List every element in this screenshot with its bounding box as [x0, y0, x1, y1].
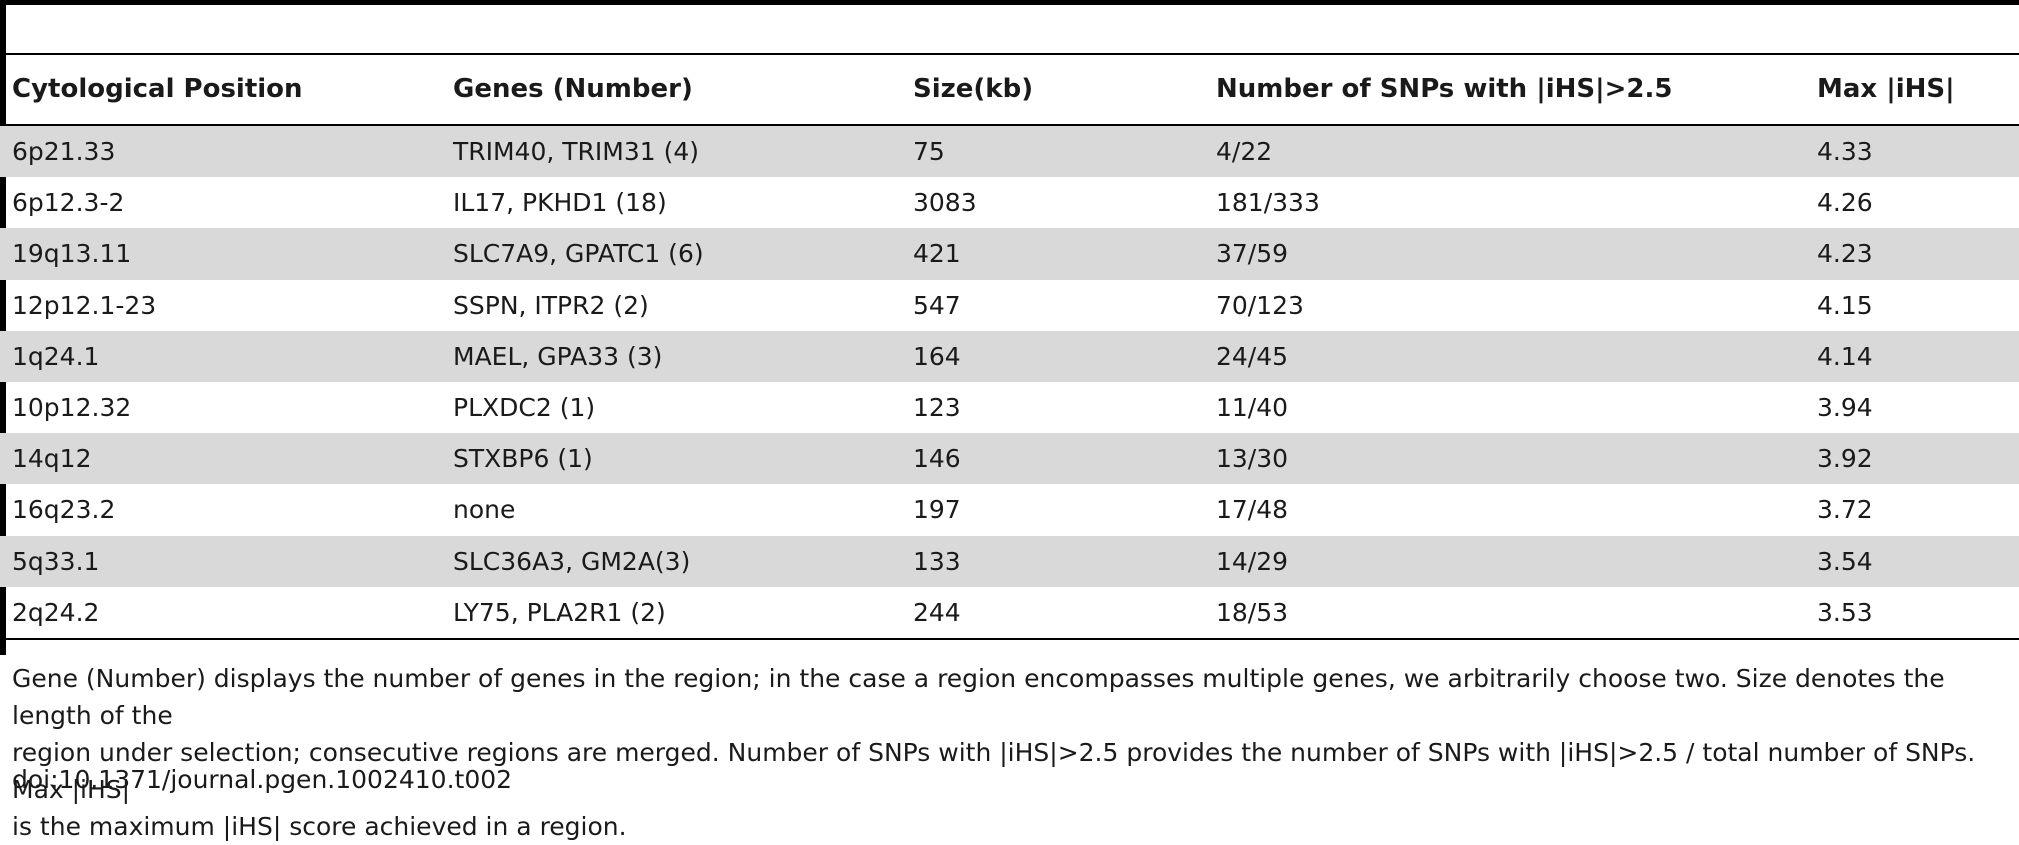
footnote-line: Gene (Number) displays the number of gen… — [12, 664, 1945, 730]
table-row: 12p12.1-23 SSPN, ITPR2 (2) 547 70/123 4.… — [0, 280, 2019, 331]
cell-cytological-position: 6p21.33 — [12, 137, 116, 166]
cell-snp-count: 70/123 — [1216, 290, 1304, 320]
cell-snp-count: 14/29 — [1216, 546, 1289, 576]
cell-snp-count: 13/30 — [1216, 444, 1289, 474]
top-rule — [0, 0, 2019, 5]
cell-snp-count: 4/22 — [1216, 137, 1273, 166]
cell-genes: SLC36A3, GM2A(3) — [453, 546, 691, 576]
cell-max-ihs: 4.26 — [1817, 188, 1873, 218]
cell-max-ihs: 3.72 — [1817, 495, 1873, 525]
cell-max-ihs: 3.92 — [1817, 444, 1873, 474]
cell-size: 197 — [913, 495, 961, 525]
cell-size: 3083 — [913, 188, 977, 218]
cell-cytological-position: 6p12.3-2 — [12, 188, 125, 218]
cell-genes: TRIM40, TRIM31 (4) — [453, 137, 700, 166]
table-row: 19q13.11 SLC7A9, GPATC1 (6) 421 37/59 4.… — [0, 228, 2019, 280]
table-row: 10p12.32 PLXDC2 (1) 123 11/40 3.94 — [0, 382, 2019, 433]
table-row: 14q12 STXBP6 (1) 146 13/30 3.92 — [0, 433, 2019, 485]
table-row: 16q23.2 none 197 17/48 3.72 — [0, 484, 2019, 535]
cell-cytological-position: 1q24.1 — [12, 341, 100, 371]
cell-size: 421 — [913, 239, 961, 269]
cell-max-ihs: 4.15 — [1817, 290, 1873, 320]
column-header-snp-count: Number of SNPs with |iHS|>2.5 — [1216, 74, 1673, 104]
cell-size: 547 — [913, 290, 961, 320]
cell-genes: PLXDC2 (1) — [453, 393, 596, 422]
cell-size: 75 — [913, 137, 945, 166]
cell-snp-count: 11/40 — [1216, 393, 1289, 422]
cell-genes: LY75, PLA2R1 (2) — [453, 597, 666, 627]
cell-genes: SSPN, ITPR2 (2) — [453, 290, 649, 320]
table-footnote: Gene (Number) displays the number of gen… — [12, 660, 2012, 845]
header-bottom-rule — [0, 124, 2019, 126]
doi-link[interactable]: doi:10.1371/journal.pgen.1002410.t002 — [12, 765, 513, 794]
column-header-size: Size(kb) — [913, 74, 1034, 104]
table-row: 5q33.1 SLC36A3, GM2A(3) 133 14/29 3.54 — [0, 535, 2019, 587]
table-row: 6p12.3-2 IL17, PKHD1 (18) 3083 181/333 4… — [0, 177, 2019, 228]
cell-snp-count: 181/333 — [1216, 188, 1320, 218]
cell-max-ihs: 3.94 — [1817, 393, 1873, 422]
footnote-line: is the maximum |iHS| score achieved in a… — [12, 812, 627, 841]
cell-snp-count: 17/48 — [1216, 495, 1289, 525]
cell-snp-count: 37/59 — [1216, 239, 1289, 269]
cell-max-ihs: 4.23 — [1817, 239, 1873, 269]
cell-size: 146 — [913, 444, 961, 474]
column-header-genes: Genes (Number) — [453, 74, 693, 104]
cell-cytological-position: 2q24.2 — [12, 597, 100, 627]
cell-genes: IL17, PKHD1 (18) — [453, 188, 667, 218]
cell-size: 123 — [913, 393, 961, 422]
column-header-max-ihs: Max |iHS| — [1817, 74, 1955, 104]
cell-genes: SLC7A9, GPATC1 (6) — [453, 239, 704, 269]
cell-size: 133 — [913, 546, 961, 576]
header-top-rule — [0, 53, 2019, 55]
cell-cytological-position: 10p12.32 — [12, 393, 132, 422]
cell-size: 244 — [913, 597, 961, 627]
cell-size: 164 — [913, 341, 961, 371]
footnote-line: region under selection; consecutive regi… — [12, 738, 1976, 804]
cell-cytological-position: 12p12.1-23 — [12, 290, 157, 320]
cell-genes: none — [453, 495, 516, 525]
cell-cytological-position: 5q33.1 — [12, 546, 100, 576]
cell-max-ihs: 4.14 — [1817, 341, 1873, 371]
table-bottom-rule — [0, 638, 2019, 640]
table-row: 2q24.2 LY75, PLA2R1 (2) 244 18/53 3.53 — [0, 587, 2019, 638]
cell-cytological-position: 16q23.2 — [12, 495, 116, 525]
cell-snp-count: 18/53 — [1216, 597, 1289, 627]
cell-max-ihs: 3.54 — [1817, 546, 1873, 576]
cell-cytological-position: 19q13.11 — [12, 239, 132, 269]
table-row: 6p21.33 TRIM40, TRIM31 (4) 75 4/22 4.33 — [0, 126, 2019, 178]
cell-genes: MAEL, GPA33 (3) — [453, 341, 663, 371]
left-border-rule — [0, 0, 6, 655]
cell-genes: STXBP6 (1) — [453, 444, 593, 474]
cell-snp-count: 24/45 — [1216, 341, 1289, 371]
cell-max-ihs: 3.53 — [1817, 597, 1873, 627]
table-row: 1q24.1 MAEL, GPA33 (3) 164 24/45 4.14 — [0, 330, 2019, 382]
column-header-cytological-position: Cytological Position — [12, 74, 303, 104]
cell-max-ihs: 4.33 — [1817, 137, 1873, 166]
table-header-row: Cytological Position Genes (Number) Size… — [0, 55, 2019, 124]
table-body: 6p21.33 TRIM40, TRIM31 (4) 75 4/22 4.33 … — [0, 126, 2019, 638]
cell-cytological-position: 14q12 — [12, 444, 92, 474]
